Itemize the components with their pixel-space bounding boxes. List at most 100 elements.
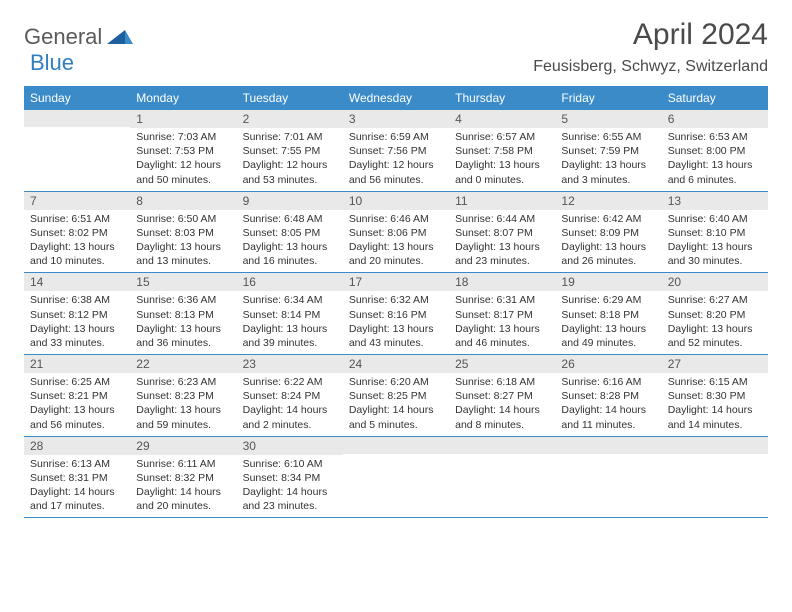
calendar-cell: 21Sunrise: 6:25 AMSunset: 8:21 PMDayligh… [24,355,130,437]
detail-line: Sunrise: 6:38 AM [30,293,124,307]
day-details: Sunrise: 6:13 AMSunset: 8:31 PMDaylight:… [24,455,130,518]
day-number [24,110,130,127]
detail-line: Sunrise: 6:16 AM [561,375,655,389]
detail-line: Daylight: 13 hours [136,240,230,254]
calendar-week-row: 28Sunrise: 6:13 AMSunset: 8:31 PMDayligh… [24,436,768,518]
detail-line: Sunset: 8:00 PM [668,144,762,158]
detail-line: Sunset: 8:18 PM [561,308,655,322]
calendar-cell: 17Sunrise: 6:32 AMSunset: 8:16 PMDayligh… [343,273,449,355]
detail-line: Daylight: 13 hours [243,322,337,336]
detail-line: Daylight: 13 hours [668,240,762,254]
day-number: 7 [24,192,130,210]
detail-line: and 46 minutes. [455,336,549,350]
day-number: 3 [343,110,449,128]
detail-line: Daylight: 13 hours [30,322,124,336]
calendar-cell: 26Sunrise: 6:16 AMSunset: 8:28 PMDayligh… [555,355,661,437]
detail-line: Sunrise: 6:10 AM [243,457,337,471]
day-details: Sunrise: 6:27 AMSunset: 8:20 PMDaylight:… [662,291,768,354]
detail-line: Sunset: 8:13 PM [136,308,230,322]
detail-line: Sunrise: 6:51 AM [30,212,124,226]
day-number: 19 [555,273,661,291]
detail-line: Sunset: 8:07 PM [455,226,549,240]
calendar-cell: 6Sunrise: 6:53 AMSunset: 8:00 PMDaylight… [662,110,768,191]
logo: General Blue [24,24,133,76]
detail-line: Sunset: 8:12 PM [30,308,124,322]
day-number: 12 [555,192,661,210]
weekday-header: Friday [555,86,661,110]
detail-line: and 11 minutes. [561,418,655,432]
detail-line: Daylight: 13 hours [668,158,762,172]
day-details: Sunrise: 6:48 AMSunset: 8:05 PMDaylight:… [237,210,343,273]
calendar-cell [24,110,130,191]
detail-line: and 36 minutes. [136,336,230,350]
calendar-cell: 24Sunrise: 6:20 AMSunset: 8:25 PMDayligh… [343,355,449,437]
day-number: 4 [449,110,555,128]
detail-line: Sunset: 8:09 PM [561,226,655,240]
day-details: Sunrise: 6:50 AMSunset: 8:03 PMDaylight:… [130,210,236,273]
calendar-cell: 11Sunrise: 6:44 AMSunset: 8:07 PMDayligh… [449,191,555,273]
detail-line: and 6 minutes. [668,173,762,187]
day-details: Sunrise: 7:03 AMSunset: 7:53 PMDaylight:… [130,128,236,191]
detail-line: Daylight: 13 hours [455,322,549,336]
detail-line: and 23 minutes. [455,254,549,268]
detail-line: and 20 minutes. [136,499,230,513]
detail-line: Sunset: 8:23 PM [136,389,230,403]
calendar-cell: 16Sunrise: 6:34 AMSunset: 8:14 PMDayligh… [237,273,343,355]
day-details: Sunrise: 6:23 AMSunset: 8:23 PMDaylight:… [130,373,236,436]
calendar-cell [662,436,768,518]
calendar-cell: 4Sunrise: 6:57 AMSunset: 7:58 PMDaylight… [449,110,555,191]
detail-line: Daylight: 12 hours [243,158,337,172]
title-block: April 2024 Feusisberg, Schwyz, Switzerla… [533,18,768,76]
day-details: Sunrise: 6:29 AMSunset: 8:18 PMDaylight:… [555,291,661,354]
calendar-table: SundayMondayTuesdayWednesdayThursdayFrid… [24,86,768,518]
detail-line: and 56 minutes. [30,418,124,432]
day-number: 10 [343,192,449,210]
detail-line: Sunrise: 6:34 AM [243,293,337,307]
day-details: Sunrise: 6:59 AMSunset: 7:56 PMDaylight:… [343,128,449,191]
calendar-cell: 3Sunrise: 6:59 AMSunset: 7:56 PMDaylight… [343,110,449,191]
detail-line: Sunrise: 6:42 AM [561,212,655,226]
detail-line: Daylight: 14 hours [455,403,549,417]
day-number [662,437,768,454]
detail-line: Sunrise: 6:48 AM [243,212,337,226]
day-number: 17 [343,273,449,291]
detail-line: Sunset: 8:31 PM [30,471,124,485]
calendar-cell: 13Sunrise: 6:40 AMSunset: 8:10 PMDayligh… [662,191,768,273]
detail-line: and 20 minutes. [349,254,443,268]
day-details: Sunrise: 6:40 AMSunset: 8:10 PMDaylight:… [662,210,768,273]
day-number [449,437,555,454]
day-number: 14 [24,273,130,291]
calendar-cell: 12Sunrise: 6:42 AMSunset: 8:09 PMDayligh… [555,191,661,273]
detail-line: Sunset: 8:05 PM [243,226,337,240]
detail-line: Sunrise: 6:44 AM [455,212,549,226]
detail-line: Daylight: 14 hours [136,485,230,499]
page-title: April 2024 [533,18,768,52]
detail-line: Daylight: 13 hours [30,403,124,417]
detail-line: and 43 minutes. [349,336,443,350]
detail-line: Sunrise: 6:13 AM [30,457,124,471]
detail-line: Daylight: 12 hours [136,158,230,172]
detail-line: Daylight: 13 hours [349,240,443,254]
detail-line: and 0 minutes. [455,173,549,187]
day-number: 20 [662,273,768,291]
day-details: Sunrise: 6:46 AMSunset: 8:06 PMDaylight:… [343,210,449,273]
calendar-cell: 1Sunrise: 7:03 AMSunset: 7:53 PMDaylight… [130,110,236,191]
detail-line: Sunset: 8:34 PM [243,471,337,485]
detail-line: Sunrise: 6:22 AM [243,375,337,389]
detail-line: and 52 minutes. [668,336,762,350]
weekday-header: Saturday [662,86,768,110]
detail-line: Daylight: 14 hours [349,403,443,417]
day-number: 26 [555,355,661,373]
detail-line: Sunrise: 6:18 AM [455,375,549,389]
detail-line: Sunset: 8:06 PM [349,226,443,240]
day-number: 15 [130,273,236,291]
day-number: 22 [130,355,236,373]
detail-line: and 50 minutes. [136,173,230,187]
logo-triangle-icon [107,28,133,44]
day-details: Sunrise: 6:16 AMSunset: 8:28 PMDaylight:… [555,373,661,436]
detail-line: Sunset: 8:30 PM [668,389,762,403]
calendar-week-row: 14Sunrise: 6:38 AMSunset: 8:12 PMDayligh… [24,273,768,355]
detail-line: Daylight: 13 hours [668,322,762,336]
day-number: 1 [130,110,236,128]
detail-line: Sunset: 8:17 PM [455,308,549,322]
